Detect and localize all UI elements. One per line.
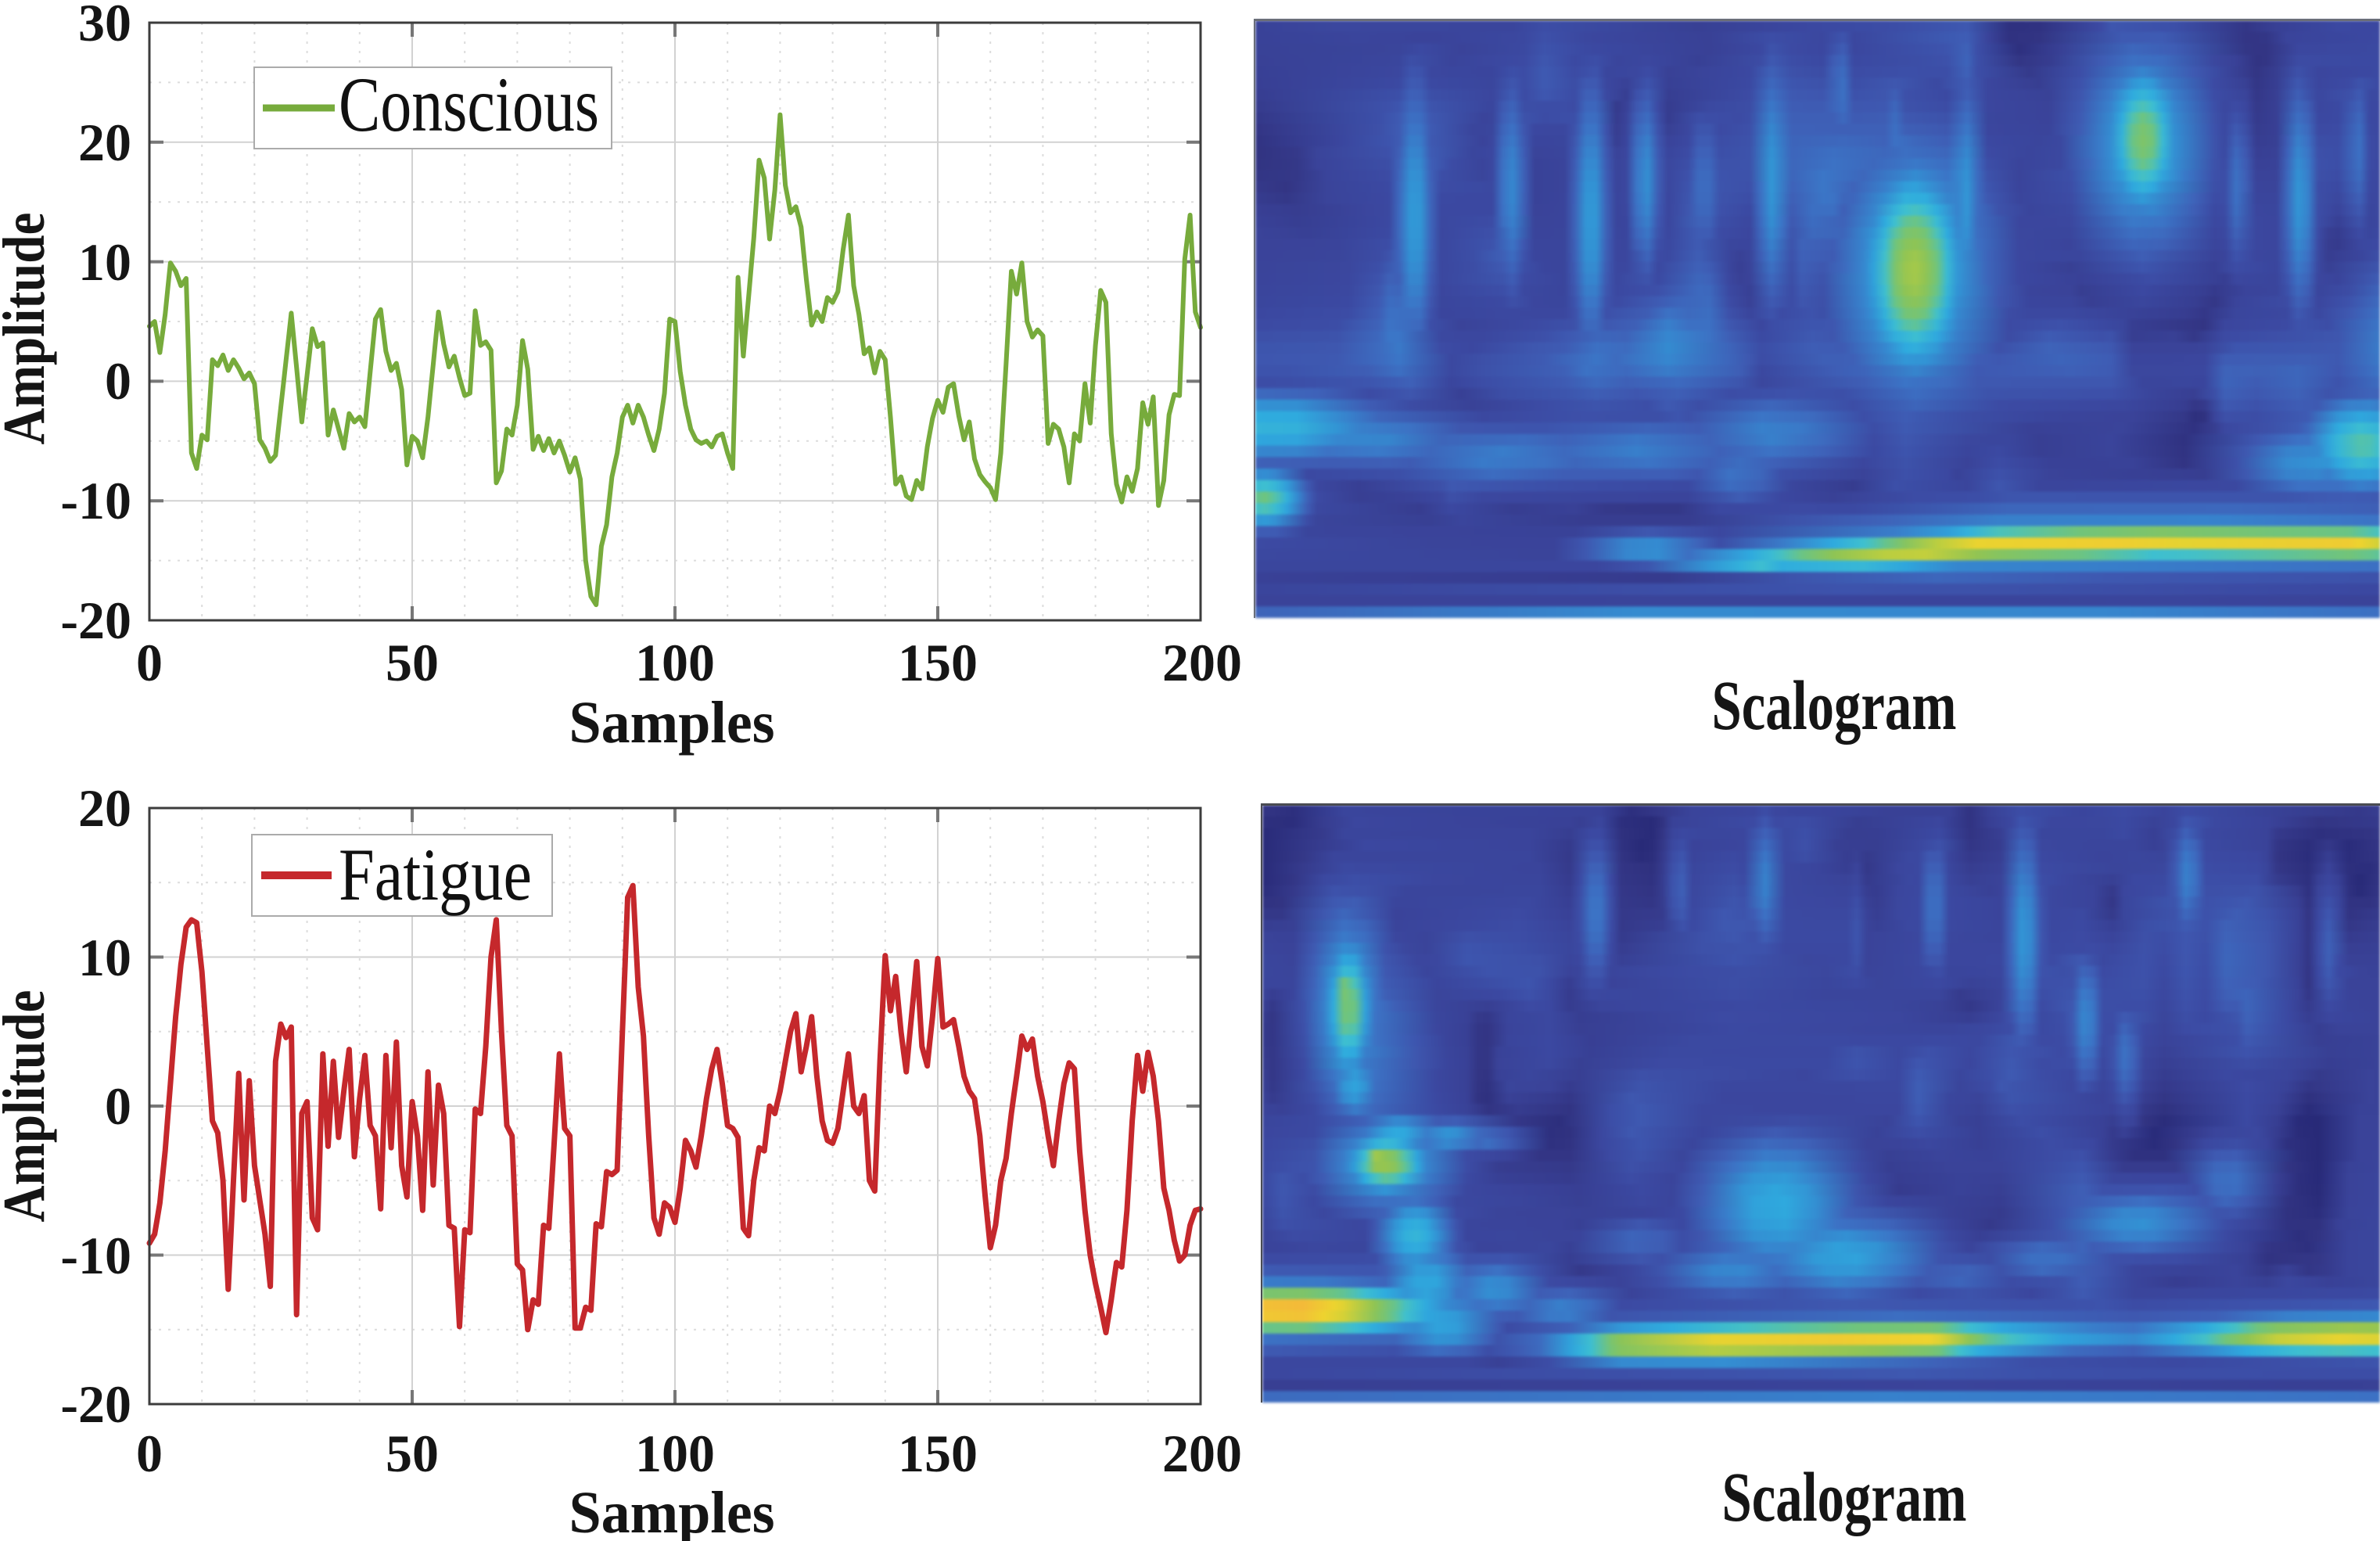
svg-text:200: 200 bbox=[1162, 1424, 1242, 1483]
svg-text:0: 0 bbox=[105, 1076, 131, 1136]
svg-text:Amplitude: Amplitude bbox=[0, 213, 57, 445]
svg-text:0: 0 bbox=[136, 1424, 163, 1483]
svg-text:30: 30 bbox=[78, 0, 131, 52]
svg-text:-20: -20 bbox=[60, 591, 131, 650]
svg-text:-10: -10 bbox=[60, 1226, 131, 1285]
svg-text:Conscious: Conscious bbox=[339, 61, 599, 148]
svg-text:Amplitude: Amplitude bbox=[0, 990, 57, 1223]
svg-text:150: 150 bbox=[898, 1424, 978, 1483]
svg-text:10: 10 bbox=[78, 928, 131, 987]
svg-text:100: 100 bbox=[635, 633, 715, 692]
svg-text:50: 50 bbox=[386, 1424, 439, 1483]
svg-text:200: 200 bbox=[1162, 633, 1242, 692]
svg-text:-10: -10 bbox=[60, 471, 131, 530]
svg-text:0: 0 bbox=[105, 351, 131, 411]
svg-text:Scalogram: Scalogram bbox=[1722, 1459, 1967, 1536]
svg-text:Samples: Samples bbox=[569, 1480, 775, 1541]
svg-text:20: 20 bbox=[78, 778, 131, 838]
svg-text:10: 10 bbox=[78, 232, 131, 292]
svg-text:Fatigue: Fatigue bbox=[339, 833, 532, 916]
svg-text:0: 0 bbox=[136, 633, 163, 692]
svg-text:Samples: Samples bbox=[569, 690, 775, 756]
svg-text:Scalogram: Scalogram bbox=[1712, 667, 1957, 745]
svg-text:-20: -20 bbox=[60, 1374, 131, 1434]
svg-text:150: 150 bbox=[898, 633, 978, 692]
svg-text:100: 100 bbox=[635, 1424, 715, 1483]
svg-text:20: 20 bbox=[78, 113, 131, 172]
svg-text:50: 50 bbox=[386, 633, 439, 692]
